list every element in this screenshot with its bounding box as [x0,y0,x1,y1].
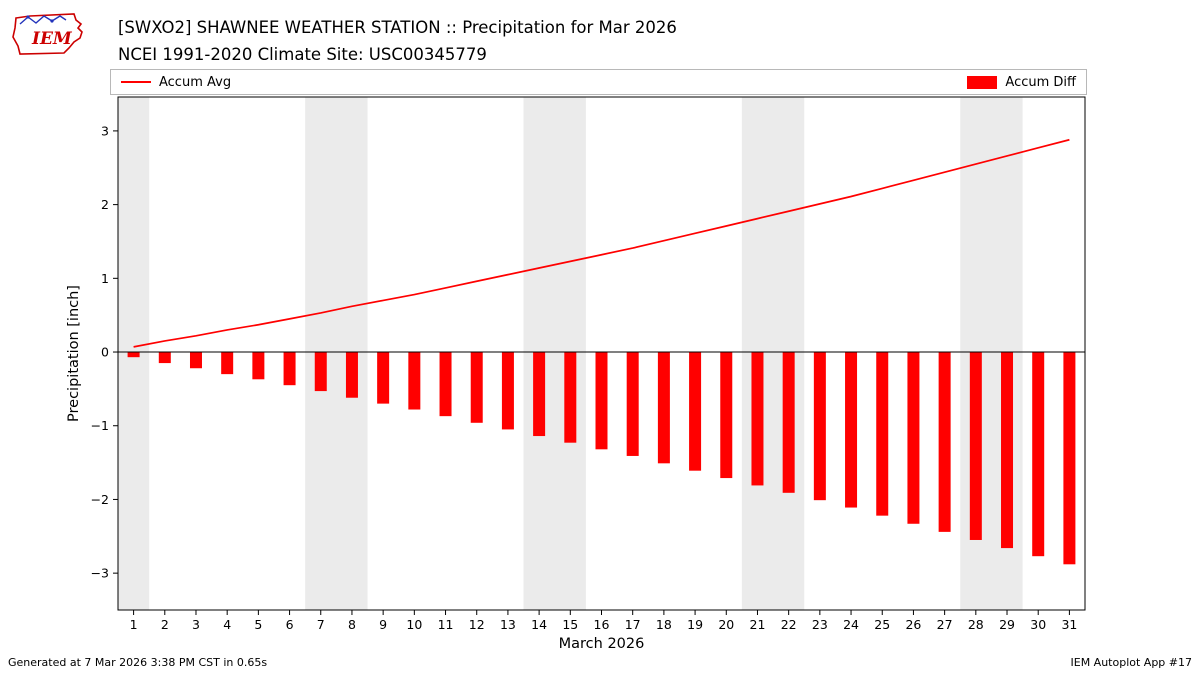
x-tick-label: 28 [968,617,984,632]
diff-bar [1001,352,1014,549]
diff-bar [439,352,452,417]
legend-entry-accum-avg: Accum Avg [121,75,231,90]
x-tick-label: 10 [406,617,422,632]
diff-bar [314,352,327,392]
x-axis-label: March 2026 [559,636,645,652]
x-tick-label: 2 [161,617,169,632]
generated-timestamp: Generated at 7 Mar 2026 3:38 PM CST in 0… [8,656,268,669]
diff-bar [533,352,546,437]
app-credit: IEM Autoplot App #17 [1070,656,1193,669]
x-tick-label: 19 [687,617,703,632]
diff-bar [283,352,296,386]
diff-bar [1063,352,1076,565]
x-tick-label: 6 [286,617,294,632]
accum-avg-label: Accum Avg [159,74,232,90]
accum-avg-line-swatch [121,80,151,84]
diff-bar [657,352,670,464]
x-tick-label: 16 [594,617,610,632]
diff-bar [345,352,358,398]
x-tick-label: 4 [223,617,231,632]
x-tick-label: 5 [254,617,262,632]
y-axis-ticks: 3 2 1 0 −1 −2 −3 [91,123,118,581]
logo-text: IEM [31,29,73,49]
chart-title-block: [SWXO2] SHAWNEE WEATHER STATION :: Preci… [118,14,677,68]
x-tick-label: 31 [1061,617,1077,632]
x-tick-label: 20 [718,617,734,632]
iem-logo: IEM [12,13,83,55]
iowa-outline [12,13,83,55]
diff-bar [252,352,265,380]
x-tick-label: 7 [317,617,325,632]
diff-bar [751,352,764,486]
diff-bar [689,352,702,471]
diff-bar [501,352,514,430]
x-tick-label: 27 [937,617,953,632]
diff-bar [813,352,826,501]
x-tick-label: 18 [656,617,672,632]
diff-bar [189,352,202,369]
accum-diff-label: Accum Diff [1005,74,1076,90]
x-tick-label: 8 [348,617,356,632]
x-tick-label: 14 [531,617,547,632]
diff-bar [845,352,858,508]
diff-bar [720,352,733,479]
x-axis-ticks: 1 2 3 4 5 6 7 8 9 10 11 12 13 14 15 16 17 18 19 20 21 22 23 24 2… [130,610,1077,632]
diff-bar [876,352,889,516]
x-tick-label: 1 [130,617,138,632]
x-tick-label: 3 [192,617,200,632]
diff-bar [1032,352,1045,557]
chart-title: [SWXO2] SHAWNEE WEATHER STATION :: Preci… [118,18,677,37]
y-tick-label: 2 [101,197,109,212]
chart-subtitle: NCEI 1991-2020 Climate Site: USC00345779 [118,45,487,64]
x-tick-label: 21 [750,617,766,632]
x-tick-label: 13 [500,617,516,632]
x-tick-label: 9 [379,617,387,632]
logo-dot [50,19,54,23]
diff-bar [626,352,639,456]
diff-bar [595,352,608,450]
x-tick-label: 15 [562,617,578,632]
x-tick-label: 17 [625,617,641,632]
x-tick-label: 23 [812,617,828,632]
x-tick-label: 29 [999,617,1015,632]
diff-bar [221,352,234,375]
diff-bar [782,352,795,493]
logo-dot [26,15,30,19]
x-tick-label: 22 [781,617,797,632]
diff-bar [907,352,920,524]
diff-bar [969,352,982,540]
legend-entry-accum-diff: Accum Diff [967,75,1076,90]
x-tick-label: 12 [469,617,485,632]
accum-diff-bars [127,352,1076,565]
x-tick-label: 25 [874,617,890,632]
diff-bar [938,352,951,532]
x-tick-label: 11 [438,617,454,632]
accum-diff-bar-swatch [967,75,998,89]
x-tick-label: 30 [1030,617,1046,632]
diff-bar [377,352,390,404]
y-tick-label: −2 [91,492,109,507]
y-tick-label: −3 [91,566,109,581]
diff-bar [564,352,577,443]
y-tick-label: 1 [101,271,109,286]
diff-bar [158,352,171,364]
accum-avg-line [133,138,1070,348]
x-tick-label: 26 [905,617,921,632]
y-tick-label: 0 [101,345,109,360]
y-tick-label: −1 [91,418,109,433]
y-axis-label: Precipitation [inch] [66,285,82,422]
diff-bar [470,352,483,423]
chart-legend: Accum Avg Accum Diff [110,69,1087,95]
diff-bar [408,352,421,410]
diff-bar [127,352,140,358]
y-tick-label: 3 [101,123,109,138]
x-tick-label: 24 [843,617,859,632]
